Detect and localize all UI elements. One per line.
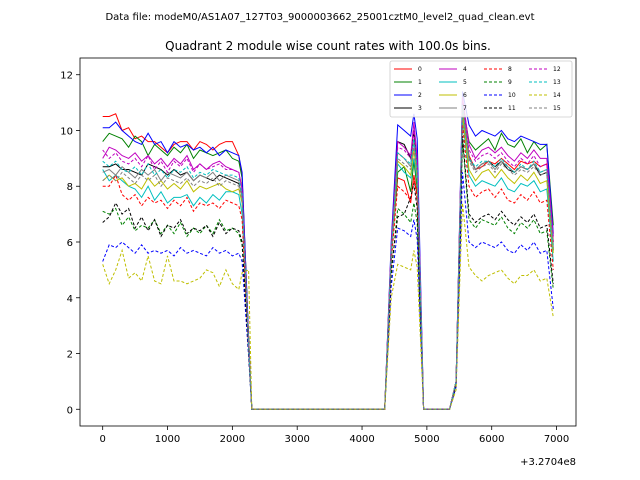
x-tick-label: 2000 (220, 434, 245, 445)
x-tick-label: 5000 (414, 434, 439, 445)
series-line-3 (102, 108, 554, 410)
legend-box (389, 60, 573, 118)
y-tick-label: 0 (67, 405, 73, 416)
legend-label: 13 (553, 79, 561, 86)
legend-label: 0 (418, 66, 422, 73)
series-line-14 (102, 202, 554, 410)
legend-label: 10 (508, 92, 516, 99)
figure-suptitle: Data file: modeM0/AS1A07_127T03_90000036… (105, 12, 534, 23)
legend-label: 7 (463, 105, 467, 112)
y-tick-label: 2 (67, 350, 73, 361)
series-line-2 (102, 91, 554, 410)
plot-area: 0 1000 2000 3000 4000 5000 6000 700002468101201… (60, 60, 573, 445)
series-line-10 (102, 172, 554, 410)
legend-label: 1 (418, 79, 422, 86)
x-tick-label: 1000 (155, 434, 180, 445)
x-tick-label: 3000 (284, 434, 309, 445)
x-tick-label: 4000 (349, 434, 374, 445)
x-tick-label: 0 (100, 434, 106, 445)
y-tick-label: 6 (67, 238, 73, 249)
legend-label: 6 (463, 92, 467, 99)
series-line-13 (102, 105, 554, 410)
x-offset-label: +3.2704e8 (520, 457, 576, 468)
series-line-11 (102, 136, 554, 410)
series-line-9 (102, 138, 554, 410)
y-tick-label: 12 (60, 71, 73, 82)
legend-label: 11 (508, 105, 516, 112)
legend-label: 2 (418, 92, 422, 99)
axes-frame (79, 57, 577, 427)
legend-label: 8 (508, 66, 512, 73)
series-line-6 (102, 113, 554, 410)
x-tick-label: 7000 (544, 434, 569, 445)
x-tick-label: 6000 (479, 434, 504, 445)
y-tick-label: 8 (67, 182, 73, 193)
legend-label: 15 (553, 105, 561, 112)
legend-label: 14 (553, 92, 561, 99)
legend-label: 3 (418, 105, 422, 112)
series-line-7 (102, 105, 554, 410)
legend-label: 5 (463, 79, 467, 86)
chart-title: Quadrant 2 module wise count rates with … (165, 39, 491, 53)
series-line-12 (102, 99, 554, 410)
y-tick-label: 4 (67, 294, 73, 305)
series-line-15 (102, 108, 554, 410)
y-tick-label: 10 (60, 126, 73, 137)
legend-label: 4 (463, 66, 467, 73)
legend-label: 12 (553, 66, 561, 73)
legend-label: 9 (508, 79, 512, 86)
